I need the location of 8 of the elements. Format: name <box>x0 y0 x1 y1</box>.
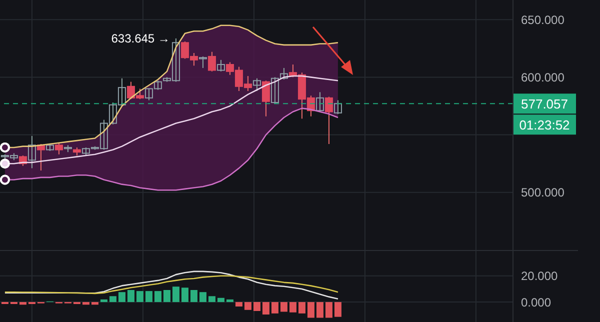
y-tick-label: 650.000 <box>521 12 565 27</box>
y-tick-label: 0.000 <box>521 295 552 310</box>
y-tick-label: 600.000 <box>521 70 565 84</box>
y-tick-label: 20.000 <box>521 269 558 284</box>
ref-line-label: 577.057 <box>521 96 568 112</box>
y-tick-label: 500.000 <box>521 186 565 200</box>
text: 01:23:52 <box>519 118 570 133</box>
annotation: 633.645 → <box>111 31 170 46</box>
